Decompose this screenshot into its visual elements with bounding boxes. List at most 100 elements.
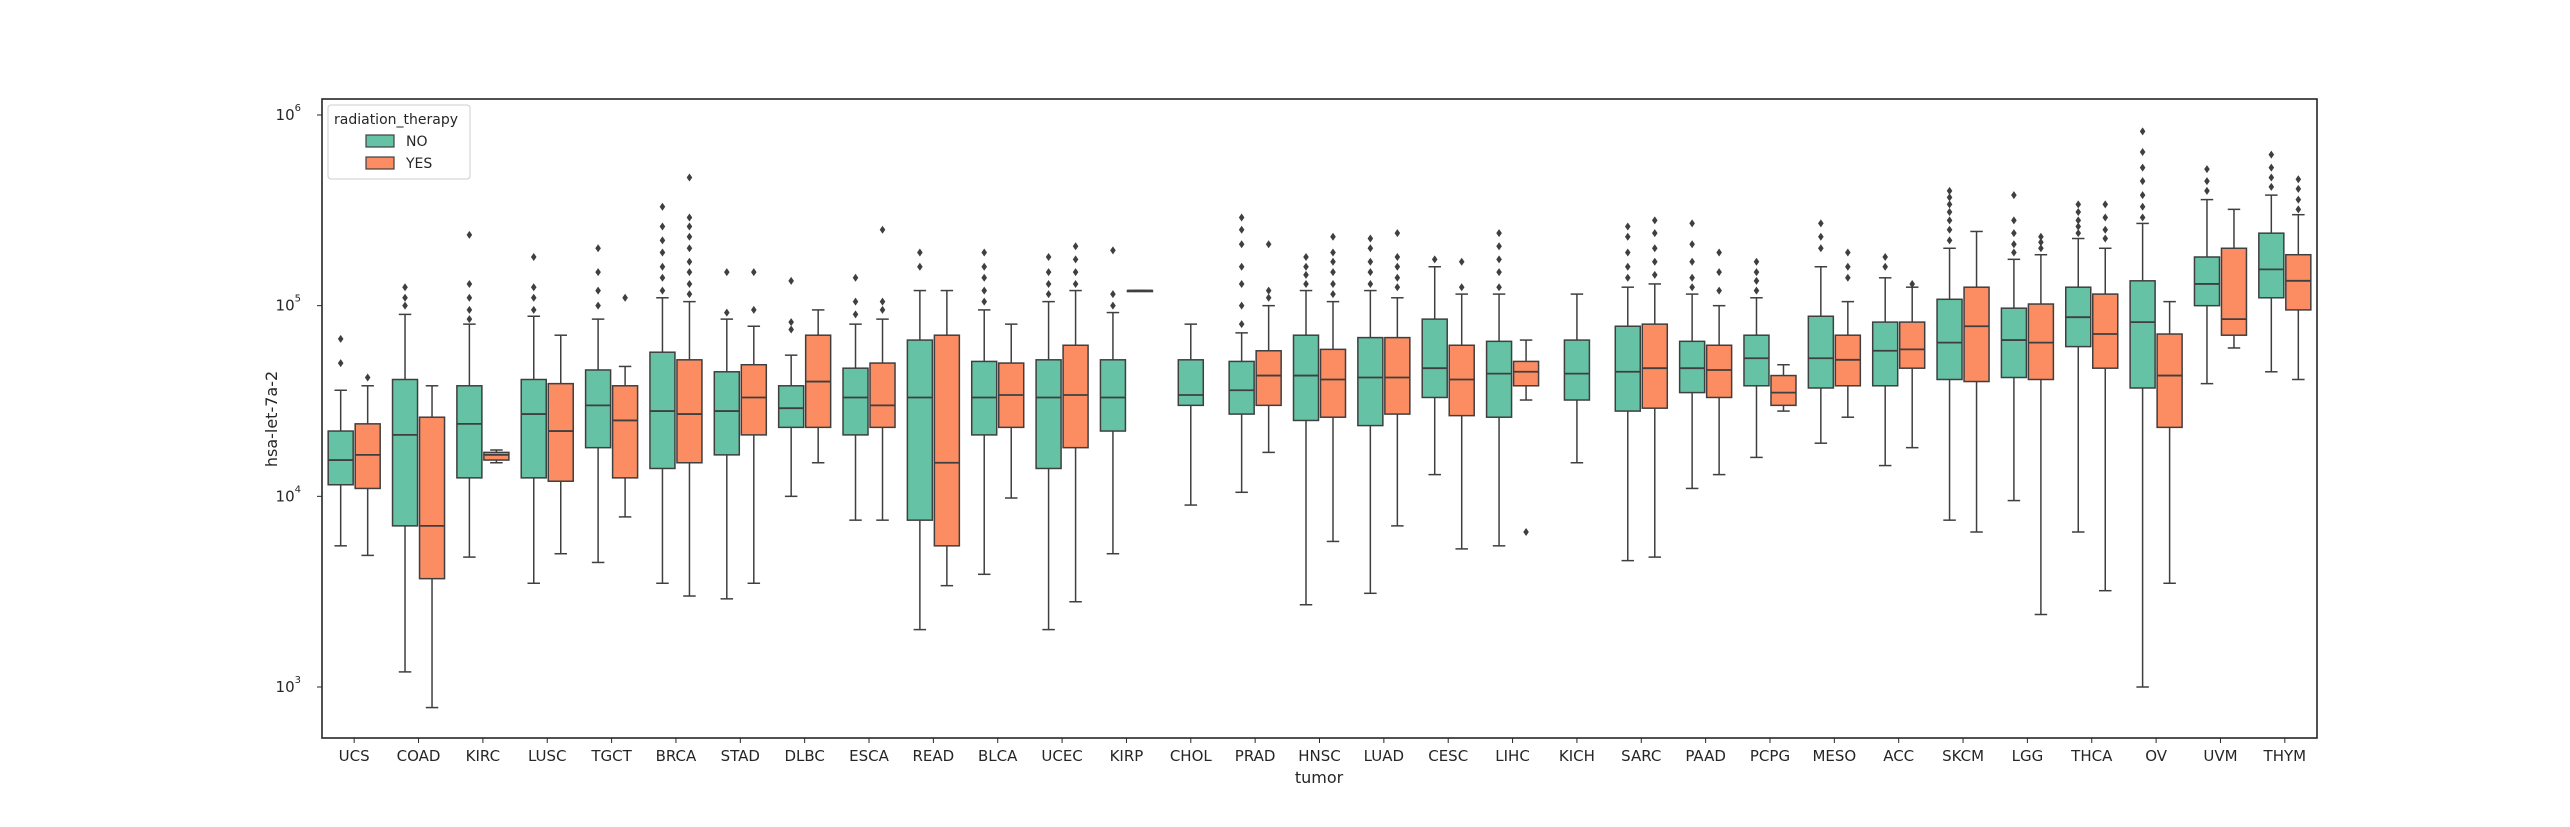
outlier-thym-no-0 [2268, 182, 2275, 191]
outlier-sarc-no-4 [1624, 222, 1631, 231]
outlier-thca-no-0 [2075, 229, 2082, 238]
iqr-box-read-no [906, 339, 934, 521]
iqr-box-ucs-no [327, 430, 354, 486]
box-thca-no [2065, 200, 2092, 533]
outlier-thym-yes-2 [2295, 184, 2302, 193]
y-tick-base: 10 [276, 487, 295, 505]
outlier-sarc-no-3 [1624, 232, 1631, 241]
box-ov-no [2129, 127, 2156, 688]
outlier-paad-no-4 [1689, 219, 1695, 228]
outlier-cesc-no-0 [1431, 255, 1438, 264]
iqr-box-sarc-no [1614, 325, 1642, 412]
x-tick-label-esca: ESCA [849, 747, 889, 765]
box-hnsc-yes [1319, 232, 1347, 543]
x-tick-label-ov: OV [2145, 747, 2168, 765]
outlier-sarc-no-1 [1624, 262, 1631, 271]
iqr-box-kirc-yes [483, 451, 510, 461]
box-coad-no [391, 283, 419, 673]
outlier-paad-no-0 [1689, 283, 1695, 292]
outlier-skcm-no-0 [1946, 236, 1953, 245]
x-tick-label-coad: COAD [397, 747, 441, 765]
y-tick-base: 10 [276, 106, 295, 124]
outlier-esca-no-1 [852, 297, 859, 306]
outlier-brca-no-0 [659, 286, 666, 295]
outlier-hnsc-yes-2 [1330, 268, 1336, 277]
iqr-box-ov-yes [2156, 333, 2183, 429]
outlier-paad-yes-1 [1716, 268, 1722, 277]
x-tick-label-lusc: LUSC [528, 747, 567, 765]
outlier-lusc-no-0 [530, 305, 537, 314]
iqr-box-paad-yes [1705, 344, 1733, 399]
outlier-hnsc-yes-0 [1330, 290, 1336, 299]
outlier-lgg-no-4 [2011, 191, 2017, 200]
box-tgct-yes [611, 293, 639, 518]
outlier-prad-no-1 [1238, 301, 1245, 310]
box-read-no [906, 248, 934, 631]
iqr-box-lihc-no [1485, 340, 1513, 418]
outlier-thym-no-3 [2268, 150, 2275, 159]
outlier-cesc-yes-0 [1458, 283, 1465, 292]
y-tick-label-4: 104 [276, 484, 301, 505]
outlier-blca-no-3 [981, 262, 988, 271]
outlier-read-no-1 [917, 248, 923, 257]
x-tick-label-ucec: UCEC [1041, 747, 1082, 765]
outlier-luad-no-3 [1367, 244, 1374, 253]
outlier-brca-yes-6 [686, 222, 693, 231]
x-axis-label: tumor [1295, 768, 1344, 787]
box-esca-no [842, 273, 869, 521]
x-tick-label-uvm: UVM [2203, 747, 2237, 765]
iqr-box-kirp-no [1099, 359, 1127, 432]
box-brca-no [649, 202, 676, 585]
outlier-kirc-no-1 [466, 305, 473, 314]
x-axis-ticks: UCS COAD KIRC LUSC TGCT BRCA STAD DLBC ESCA READ B… [339, 738, 2306, 765]
iqr-box-prad-no [1228, 360, 1255, 415]
box-tgct-no [584, 244, 612, 564]
series-no [327, 127, 2285, 688]
iqr-box-ucec-yes [1062, 344, 1089, 449]
outlier-thca-no-2 [2075, 216, 2082, 225]
outlier-dlbc-no-0 [788, 325, 794, 334]
box-pcpg-yes [1770, 363, 1797, 412]
outlier-esca-no-2 [852, 273, 859, 282]
outlier-hnsc-no-0 [1303, 279, 1309, 288]
x-tick-label-cesc: CESC [1428, 747, 1468, 765]
x-tick-label-kich: KICH [1559, 747, 1595, 765]
iqr-box-ucs-yes [354, 423, 381, 490]
outlier-esca-yes-1 [879, 297, 886, 306]
iqr-box-luad-yes [1384, 336, 1411, 415]
box-paad-yes [1705, 248, 1733, 476]
outlier-lgg-no-2 [2011, 229, 2017, 238]
outlier-tgct-no-3 [595, 244, 601, 253]
outlier-hnsc-yes-5 [1330, 232, 1336, 241]
outlier-brca-no-5 [659, 222, 666, 231]
outlier-cesc-yes-1 [1458, 257, 1465, 266]
outlier-prad-no-3 [1238, 262, 1245, 271]
outlier-ucec-no-0 [1045, 290, 1052, 299]
outlier-pcpg-no-0 [1753, 286, 1760, 295]
outlier-brca-yes-7 [686, 213, 693, 222]
outlier-sarc-yes-4 [1651, 216, 1658, 225]
outlier-thym-yes-0 [2295, 205, 2302, 214]
box-lihc-yes [1512, 339, 1540, 537]
outlier-esca-no-0 [852, 310, 859, 319]
outlier-brca-yes-3 [686, 257, 693, 266]
outlier-luad-yes-4 [1394, 229, 1401, 238]
outlier-sarc-no-0 [1624, 273, 1631, 282]
outlier-lihc-no-1 [1496, 268, 1502, 277]
outlier-prad-no-6 [1238, 213, 1245, 222]
box-skcm-yes [1963, 230, 1990, 533]
outlier-prad-no-4 [1238, 240, 1245, 249]
box-ov-yes [2156, 300, 2183, 585]
series-yes [354, 173, 2312, 709]
outlier-pcpg-no-3 [1753, 257, 1760, 266]
outlier-paad-no-2 [1689, 257, 1695, 266]
outlier-tgct-yes-0 [622, 293, 628, 302]
legend-swatch-yes [365, 156, 395, 170]
outlier-lihc-no-2 [1496, 255, 1502, 264]
outlier-luad-yes-3 [1394, 252, 1401, 261]
iqr-box-esca-yes [869, 362, 896, 429]
outlier-skcm-no-3 [1946, 207, 1953, 216]
x-tick-label-hnsc: HNSC [1298, 747, 1341, 765]
outlier-brca-no-4 [659, 236, 666, 245]
